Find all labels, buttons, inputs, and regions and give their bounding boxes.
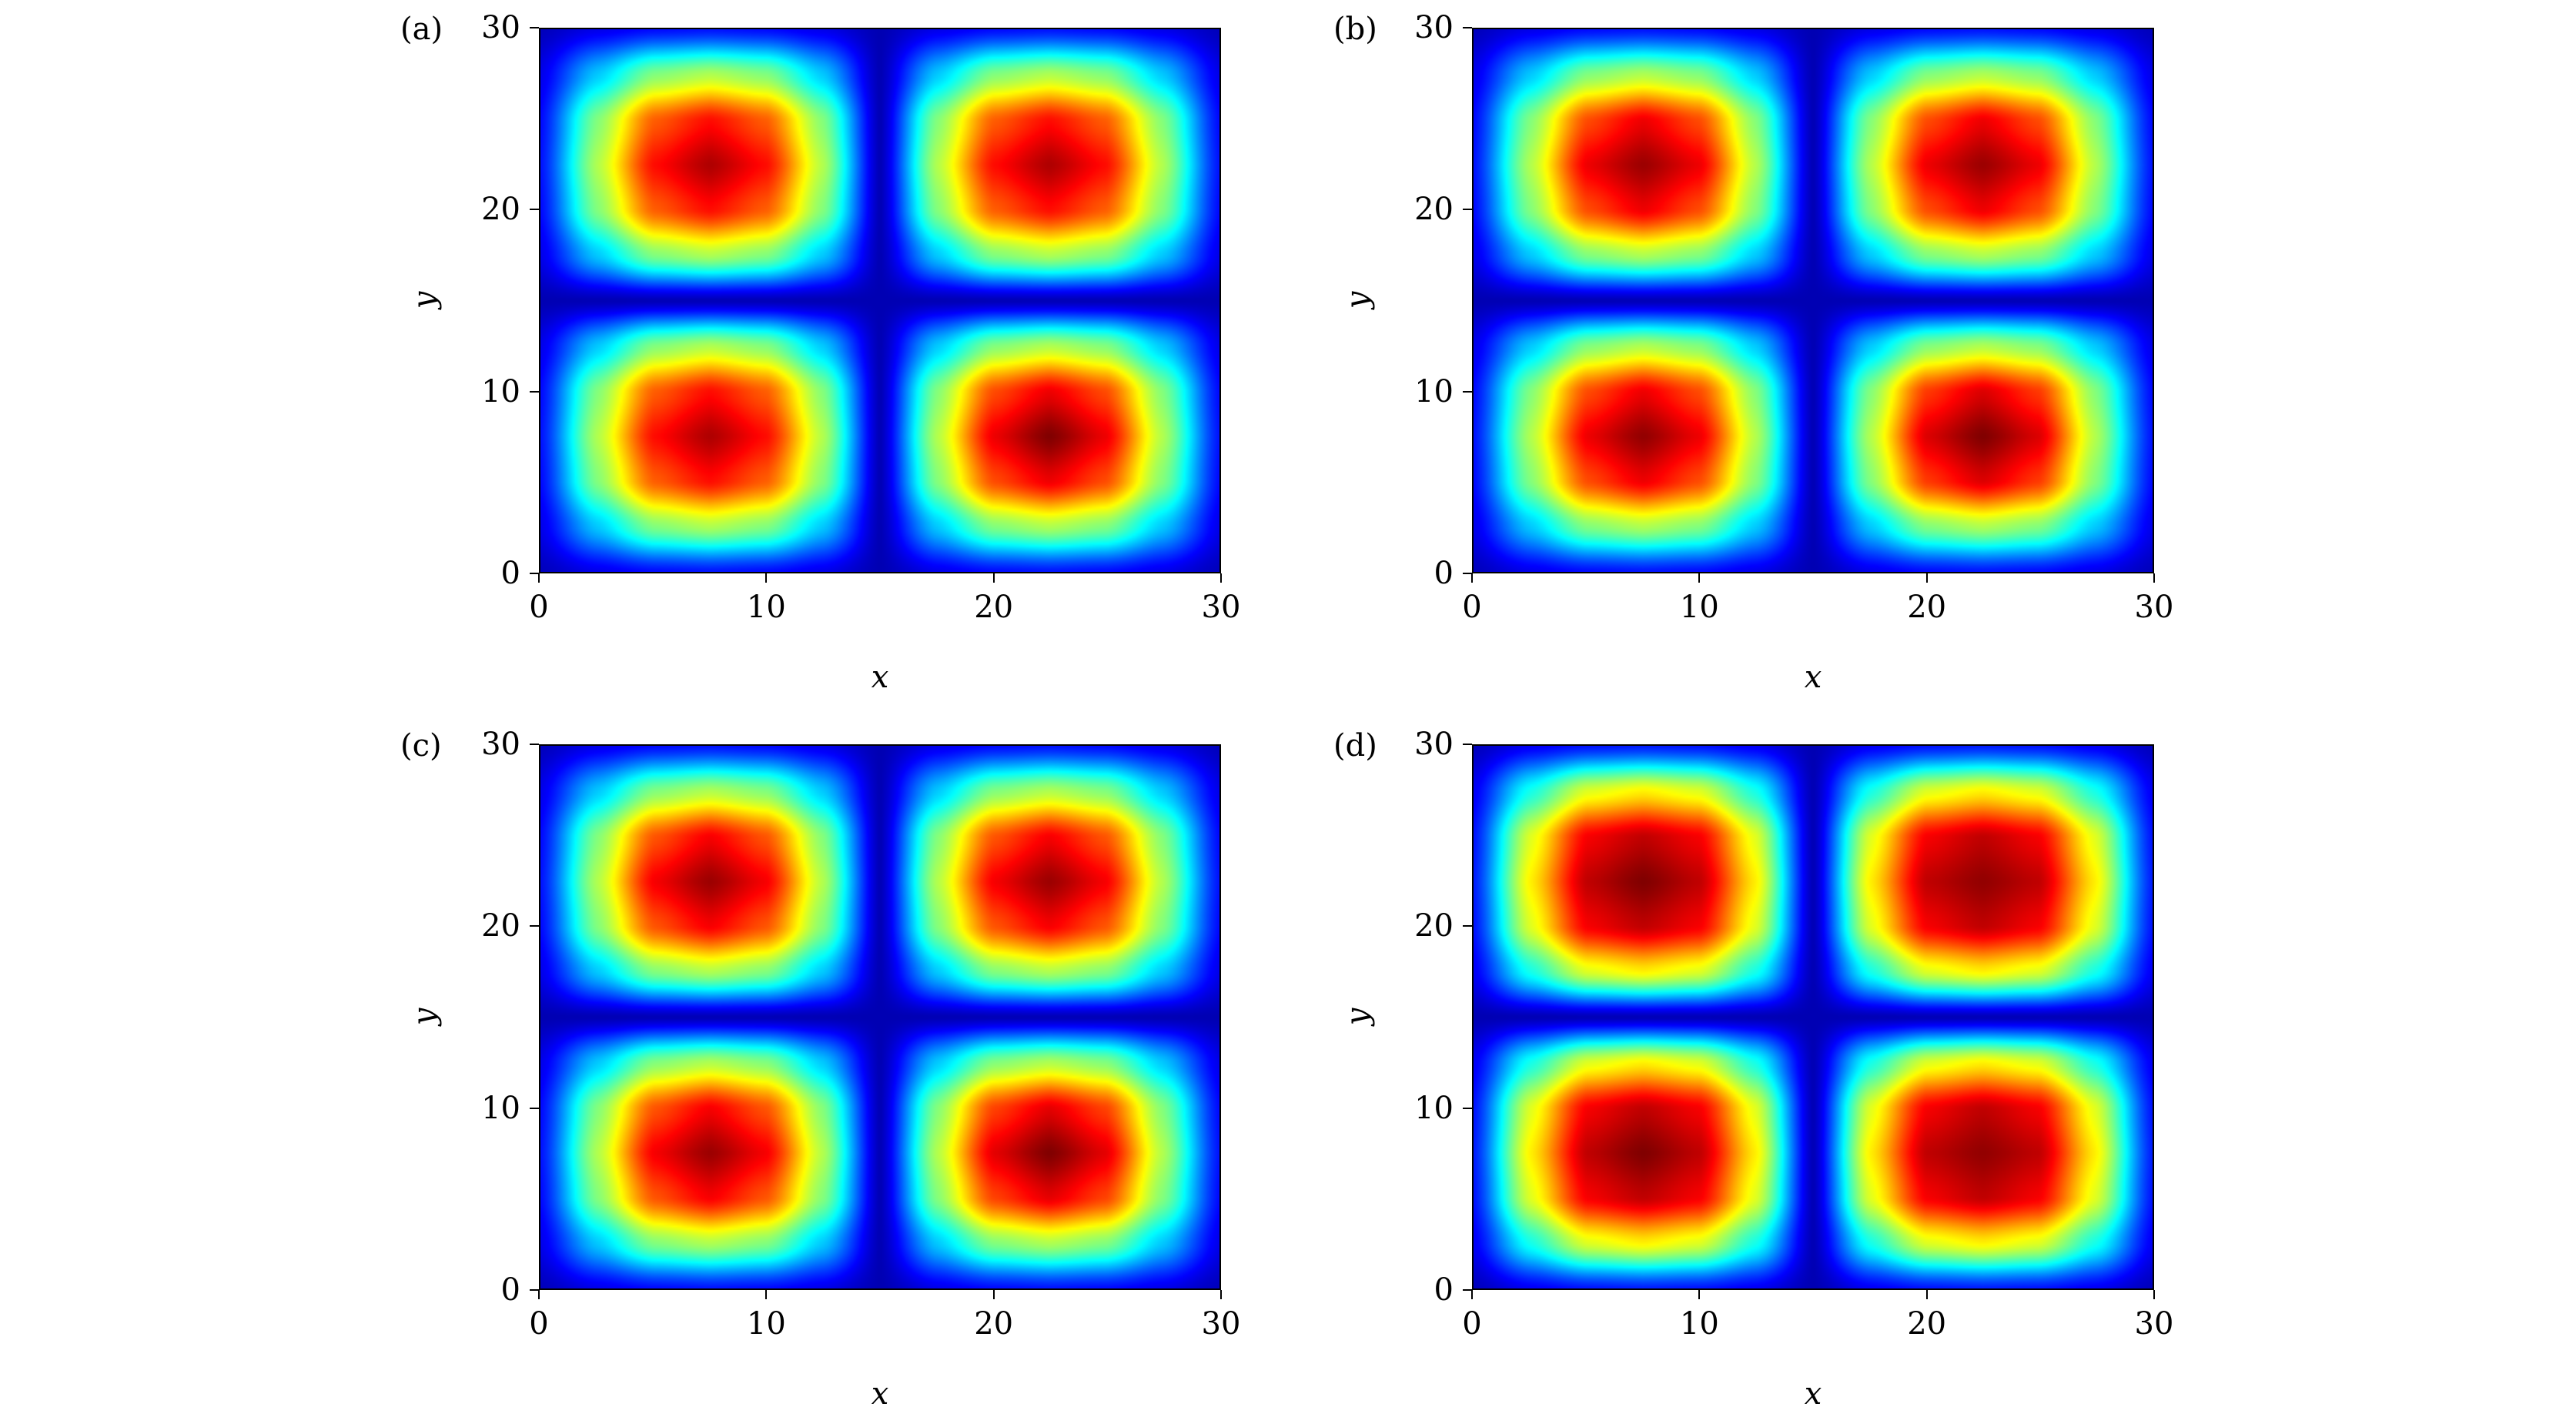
- x-tick: [2153, 1290, 2155, 1299]
- y-tick-label: 30: [481, 727, 520, 762]
- x-tick-label: 0: [529, 590, 549, 625]
- x-tick-label: 0: [1462, 1306, 1482, 1342]
- y-tick-label: 20: [481, 908, 520, 944]
- x-tick: [538, 1290, 540, 1299]
- y-axis-label: y: [1340, 1008, 1376, 1025]
- y-tick-label: 10: [481, 373, 520, 409]
- x-tick: [538, 573, 540, 583]
- panel-label: (d): [1333, 728, 1377, 764]
- y-tick: [530, 209, 539, 211]
- y-tick: [530, 573, 539, 574]
- x-axis-label: x: [871, 660, 889, 695]
- x-axis-label: x: [871, 1376, 889, 1412]
- x-tick: [1471, 1290, 1473, 1299]
- y-tick-label: 30: [1414, 10, 1454, 45]
- y-tick: [1463, 209, 1472, 211]
- x-tick: [2153, 573, 2155, 583]
- heatmap-plot-area: [1472, 744, 2154, 1290]
- y-tick: [530, 925, 539, 927]
- y-axis-label: y: [406, 1008, 443, 1025]
- y-tick-label: 10: [1414, 373, 1454, 409]
- y-tick: [530, 27, 539, 28]
- y-tick: [1463, 390, 1472, 393]
- x-tick: [992, 573, 995, 583]
- x-tick-label: 20: [974, 590, 1014, 625]
- y-tick-label: 0: [500, 556, 520, 591]
- heatmap-plot-area: [539, 28, 1221, 573]
- x-tick: [1220, 1290, 1222, 1299]
- heatmap-plot-area: [539, 744, 1221, 1290]
- x-axis-label: x: [1804, 1376, 1822, 1412]
- y-tick-label: 20: [1414, 192, 1454, 228]
- x-tick: [1925, 1290, 1928, 1299]
- x-tick-label: 20: [1907, 590, 1947, 625]
- x-tick-label: 30: [1201, 590, 1241, 625]
- heatmap-image: [540, 746, 1219, 1288]
- y-tick-label: 0: [1434, 1272, 1454, 1308]
- x-tick-label: 10: [746, 590, 786, 625]
- x-axis-label: x: [1804, 660, 1822, 695]
- y-tick: [1463, 1289, 1472, 1291]
- x-tick: [1220, 573, 1222, 583]
- x-tick: [992, 1290, 995, 1299]
- x-tick: [1925, 573, 1928, 583]
- y-tick: [1463, 27, 1472, 28]
- x-tick: [1698, 573, 1701, 583]
- y-tick: [530, 1289, 539, 1291]
- y-tick: [1463, 744, 1472, 745]
- x-tick-label: 30: [1201, 1306, 1241, 1342]
- y-tick-label: 30: [481, 10, 520, 45]
- heatmap-image: [1474, 746, 2153, 1288]
- y-axis-label: y: [1340, 291, 1376, 309]
- x-tick-label: 10: [746, 1306, 786, 1342]
- panel-b: 0 10 20 30 0 10 20 30 x y (b): [1333, 12, 2173, 695]
- heatmap-image: [540, 29, 1219, 572]
- y-tick-label: 0: [500, 1272, 520, 1308]
- y-tick-label: 0: [1434, 556, 1454, 591]
- panel-label: (a): [400, 12, 443, 47]
- x-tick: [765, 573, 768, 583]
- panel-label: (b): [1333, 12, 1377, 47]
- panel-c: 0 10 20 30 0 10 20 30 x y (c): [400, 729, 1240, 1412]
- heatmap-plot-area: [1472, 28, 2154, 573]
- y-tick: [1463, 573, 1472, 574]
- x-tick: [1471, 573, 1473, 583]
- panel-d: 0 10 20 30 0 10 20 30 x y (d): [1333, 729, 2173, 1412]
- x-tick: [765, 1290, 768, 1299]
- y-tick-label: 10: [1414, 1090, 1454, 1126]
- x-tick-label: 20: [974, 1306, 1014, 1342]
- panel-a: 0 10 20 30 0 10 20 30 x y (a): [400, 12, 1240, 695]
- y-tick: [530, 1107, 539, 1109]
- x-tick-label: 20: [1907, 1306, 1947, 1342]
- panel-label: (c): [400, 728, 442, 764]
- y-tick: [530, 744, 539, 745]
- x-tick: [1698, 1290, 1701, 1299]
- y-axis-label: y: [406, 291, 443, 309]
- x-tick-label: 0: [529, 1306, 549, 1342]
- x-tick-label: 0: [1462, 590, 1482, 625]
- y-tick: [530, 390, 539, 393]
- x-tick-label: 30: [2134, 1306, 2174, 1342]
- heatmap-image: [1474, 29, 2153, 572]
- y-tick-label: 10: [481, 1090, 520, 1126]
- y-tick-label: 30: [1414, 727, 1454, 762]
- x-tick-label: 10: [1679, 1306, 1719, 1342]
- y-tick-label: 20: [1414, 908, 1454, 944]
- x-tick-label: 10: [1679, 590, 1719, 625]
- y-tick: [1463, 1107, 1472, 1109]
- x-tick-label: 30: [2134, 590, 2174, 625]
- y-tick-label: 20: [481, 192, 520, 228]
- y-tick: [1463, 925, 1472, 927]
